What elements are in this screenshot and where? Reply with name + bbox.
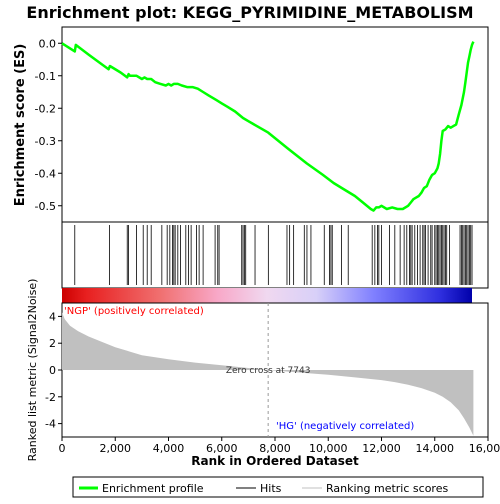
hits-panel <box>62 222 488 288</box>
es-panel-frame <box>62 27 488 222</box>
es-tick-label: -0.2 <box>35 102 56 115</box>
zero-cross-label: Zero cross at 7743 <box>226 366 311 376</box>
x-tick-label: 0 <box>59 442 66 455</box>
metric-tick-label: 2 <box>49 337 56 350</box>
positive-correlation-label: 'NGP' (positively correlated) <box>64 306 204 317</box>
es-axis-ticks: 0.0 -0.1 -0.2 -0.3 -0.4 -0.5 <box>35 37 62 213</box>
metric-tick-label: -4 <box>45 418 56 431</box>
rank-colorbar <box>62 288 472 303</box>
legend-metric-label: Ranking metric scores <box>326 482 448 495</box>
x-tick-label: 14,000 <box>416 442 455 455</box>
es-tick-label: -0.3 <box>35 135 56 148</box>
es-tick-label: 0.0 <box>39 37 57 50</box>
legend: Enrichment profile Hits Ranking metric s… <box>73 477 483 497</box>
legend-hits-label: Hits <box>260 482 282 495</box>
x-tick-label: 4,000 <box>153 442 185 455</box>
metric-axis-ticks: 4 2 0 -2 -4 <box>45 310 62 430</box>
x-axis-label: Rank in Ordered Dataset <box>191 454 359 468</box>
metric-tick-label: 4 <box>49 310 56 323</box>
metric-tick-label: -2 <box>45 391 56 404</box>
metric-panel: Zero cross at 7743 'NGP' (positively cor… <box>26 279 488 462</box>
es-tick-label: -0.1 <box>35 70 56 83</box>
metric-tick-label: 0 <box>49 364 56 377</box>
negative-correlation-label: 'HG' (negatively correlated) <box>276 421 414 432</box>
legend-enrichment-label: Enrichment profile <box>102 482 204 495</box>
es-panel: 0.0 -0.1 -0.2 -0.3 -0.4 -0.5 Enrichment score… <box>13 27 488 222</box>
es-tick-label: -0.5 <box>35 200 56 213</box>
chart-title: Enrichment plot: KEGG_PYRIMIDINE_METABOL… <box>26 3 473 22</box>
es-tick-label: -0.4 <box>35 167 56 180</box>
x-tick-label: 12,000 <box>362 442 401 455</box>
es-axis-label: Enrichment score (ES) <box>13 44 28 207</box>
x-tick-label: 16,000 <box>469 442 500 455</box>
x-tick-label: 2,000 <box>100 442 132 455</box>
metric-axis-label: Ranked list metric (Signal2Noise) <box>26 279 39 462</box>
